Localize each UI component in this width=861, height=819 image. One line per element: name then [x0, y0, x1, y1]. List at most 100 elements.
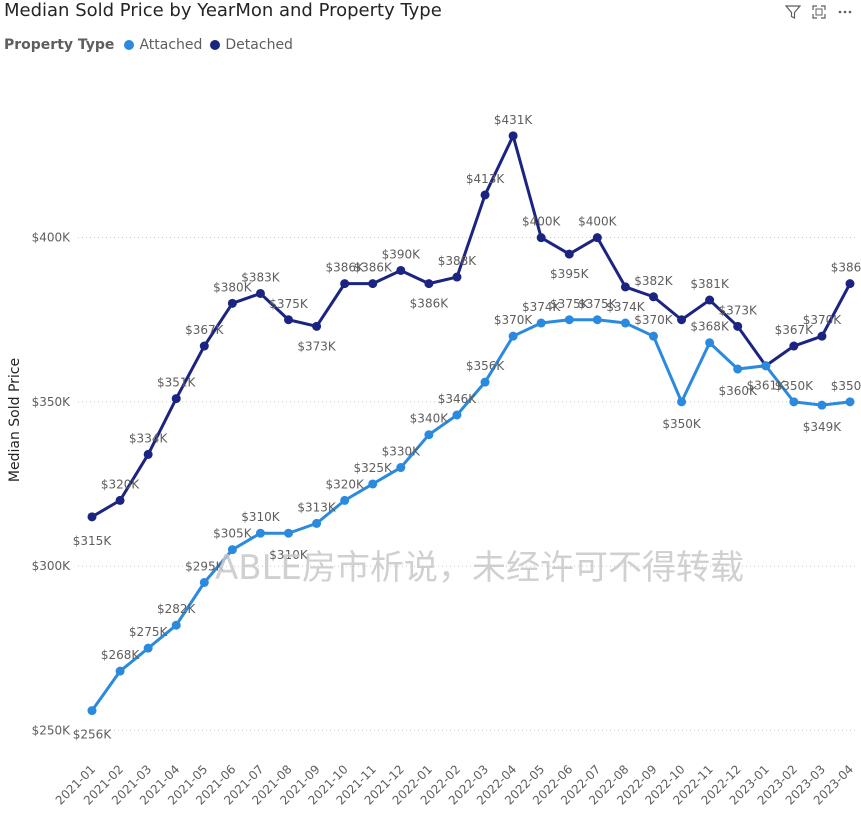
data-label: $334K	[129, 431, 169, 445]
data-label: $330K	[382, 445, 422, 459]
data-label: $413K	[466, 172, 506, 186]
data-label: $325K	[354, 461, 394, 475]
data-label: $381K	[690, 277, 730, 291]
data-point-attached	[845, 397, 855, 407]
data-point-detached	[789, 341, 799, 351]
data-point-attached	[817, 400, 827, 410]
data-label: $373K	[718, 303, 758, 317]
data-point-attached	[227, 545, 237, 555]
data-label: $367K	[185, 323, 225, 337]
data-label: $356K	[466, 359, 506, 373]
data-label: $386K	[410, 297, 450, 311]
data-point-attached	[424, 430, 434, 440]
data-label: $395K	[550, 267, 590, 281]
data-point-detached	[536, 233, 546, 243]
data-point-detached	[340, 279, 350, 289]
data-point-detached	[452, 272, 462, 282]
data-point-attached	[368, 479, 378, 489]
series-line-attached	[90, 318, 851, 712]
legend-item-detached[interactable]: Detached	[210, 37, 293, 53]
data-point-attached	[171, 620, 181, 630]
data-label: $370K	[494, 313, 534, 327]
data-label: $380K	[213, 280, 253, 294]
data-point-attached	[592, 315, 602, 325]
data-point-attached	[452, 410, 462, 420]
data-point-attached	[143, 643, 153, 653]
data-label: $368K	[690, 320, 730, 334]
more-options-icon[interactable]	[837, 4, 853, 20]
data-label: $361K	[747, 379, 787, 393]
data-point-attached	[705, 338, 715, 348]
data-point-attached	[648, 331, 658, 341]
y-tick-label: $350K	[32, 395, 72, 409]
data-point-attached	[677, 397, 687, 407]
data-label: $431K	[494, 113, 534, 127]
data-point-attached	[312, 518, 322, 528]
watermark: ABLE房市析说，未经许可不得转载	[215, 548, 745, 588]
data-label: $320K	[325, 477, 365, 491]
series-line-detached	[91, 134, 852, 519]
data-point-attached	[564, 315, 574, 325]
data-label: $350K	[831, 379, 861, 393]
data-label: $386K	[325, 261, 365, 275]
data-point-attached	[508, 331, 518, 341]
y-tick-label: $400K	[32, 231, 72, 245]
legend-item-attached[interactable]: Attached	[124, 37, 202, 53]
y-tick-label: $300K	[32, 559, 72, 573]
data-label: $346K	[438, 392, 478, 406]
data-label: $310K	[269, 548, 309, 562]
data-label: $374K	[606, 300, 646, 314]
data-point-detached	[171, 394, 181, 404]
data-label: $351K	[157, 376, 197, 390]
data-label: $350K	[775, 379, 815, 393]
legend-marker-detached	[210, 40, 221, 50]
data-point-attached	[115, 666, 125, 676]
data-label: $310K	[241, 510, 281, 524]
data-label: $320K	[101, 477, 141, 491]
data-point-detached	[620, 282, 630, 292]
legend-title: Property Type	[4, 37, 115, 53]
legend: Property Type Attached Detached	[4, 37, 301, 53]
data-label: $370K	[634, 313, 674, 327]
y-axis-title: Median Sold Price	[7, 358, 23, 482]
data-point-detached	[143, 449, 153, 459]
data-label: $375K	[269, 297, 309, 311]
data-label: $340K	[410, 412, 450, 426]
data-point-attached	[284, 528, 294, 538]
data-point-attached	[733, 364, 743, 374]
data-point-detached	[255, 288, 265, 298]
data-label: $386K	[354, 261, 394, 275]
data-label: $350K	[662, 417, 702, 431]
data-point-detached	[368, 279, 378, 289]
data-point-detached	[199, 341, 209, 351]
data-point-detached	[115, 495, 125, 505]
legend-label-attached: Attached	[139, 37, 203, 53]
data-label: $275K	[129, 625, 169, 639]
data-label: $373K	[297, 339, 337, 353]
data-label: $282K	[157, 602, 197, 616]
data-label: $349K	[803, 420, 843, 434]
data-point-attached	[255, 528, 265, 538]
data-point-detached	[508, 131, 518, 141]
data-point-detached	[817, 331, 827, 341]
data-point-attached	[620, 318, 630, 328]
filter-icon[interactable]	[785, 4, 801, 20]
data-point-detached	[480, 190, 490, 200]
data-point-attached	[396, 463, 406, 473]
data-point-detached	[284, 315, 294, 325]
data-point-detached	[87, 512, 97, 522]
data-point-attached	[480, 377, 490, 387]
data-label: $400K	[522, 215, 562, 229]
data-label: $374K	[522, 300, 562, 314]
legend-label-detached: Detached	[225, 37, 293, 53]
data-label: $295K	[185, 560, 225, 574]
data-point-detached	[312, 321, 322, 331]
data-point-detached	[424, 279, 434, 289]
data-label: $305K	[213, 527, 253, 541]
data-label: $382K	[634, 274, 674, 288]
data-point-detached	[845, 279, 855, 289]
data-label: $367K	[775, 323, 815, 337]
data-label: $386K	[831, 261, 861, 275]
focus-mode-icon[interactable]	[811, 4, 827, 20]
